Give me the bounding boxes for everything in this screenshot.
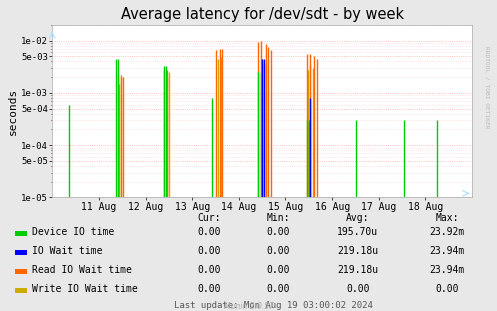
- Text: IO Wait time: IO Wait time: [32, 246, 103, 256]
- Text: 0.00: 0.00: [197, 227, 221, 237]
- Text: 23.94m: 23.94m: [430, 265, 465, 275]
- Y-axis label: seconds: seconds: [8, 88, 18, 135]
- Text: Munin 2.0.57: Munin 2.0.57: [224, 302, 273, 311]
- Text: 0.00: 0.00: [435, 284, 459, 294]
- Text: Last update: Mon Aug 19 03:00:02 2024: Last update: Mon Aug 19 03:00:02 2024: [174, 301, 373, 310]
- Text: Avg:: Avg:: [346, 213, 370, 223]
- Text: 195.70u: 195.70u: [337, 227, 378, 237]
- Text: 0.00: 0.00: [266, 265, 290, 275]
- Text: 0.00: 0.00: [266, 284, 290, 294]
- FancyBboxPatch shape: [15, 231, 27, 236]
- Text: 23.92m: 23.92m: [430, 227, 465, 237]
- Text: 0.00: 0.00: [197, 265, 221, 275]
- FancyBboxPatch shape: [15, 288, 27, 293]
- Text: 0.00: 0.00: [266, 227, 290, 237]
- Text: 23.94m: 23.94m: [430, 246, 465, 256]
- Text: 219.18u: 219.18u: [337, 265, 378, 275]
- Title: Average latency for /dev/sdt - by week: Average latency for /dev/sdt - by week: [121, 7, 404, 22]
- Text: 0.00: 0.00: [197, 284, 221, 294]
- FancyBboxPatch shape: [15, 269, 27, 274]
- Text: Min:: Min:: [266, 213, 290, 223]
- Text: Device IO time: Device IO time: [32, 227, 114, 237]
- Text: 0.00: 0.00: [266, 246, 290, 256]
- Text: Max:: Max:: [435, 213, 459, 223]
- Text: Read IO Wait time: Read IO Wait time: [32, 265, 132, 275]
- Text: RRDTOOL / TOBI OETIKER: RRDTOOL / TOBI OETIKER: [485, 46, 490, 128]
- Text: 0.00: 0.00: [197, 246, 221, 256]
- Text: Cur:: Cur:: [197, 213, 221, 223]
- Text: Write IO Wait time: Write IO Wait time: [32, 284, 138, 294]
- Text: 0.00: 0.00: [346, 284, 370, 294]
- Text: 219.18u: 219.18u: [337, 246, 378, 256]
- FancyBboxPatch shape: [15, 250, 27, 255]
